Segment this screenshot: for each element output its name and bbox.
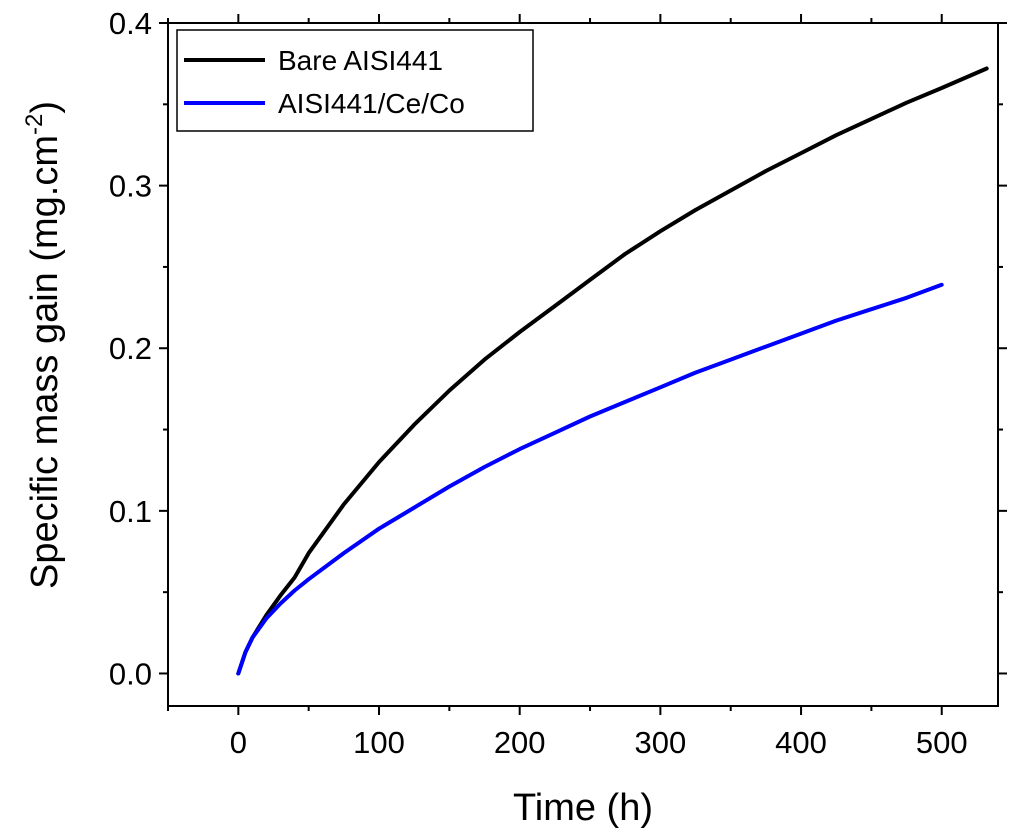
series-line-0 [236,66,989,676]
x-tick-label: 100 [353,725,405,760]
x-tick-label: 0 [230,725,247,760]
legend-box [176,29,534,132]
axis-ticks: 0 100 200 300 400 500 0.0 0.1 0.2 0.3 0.4 [109,6,1007,760]
plot-frame [167,22,999,707]
y-tick-label: 0.2 [109,331,152,366]
y-tick-label: 0.4 [109,6,152,41]
x-tick-label: 400 [775,725,827,760]
y-axis-title-close: ) [24,101,66,114]
y-axis-title: Specific mass gain (mg.cm-2) [21,101,66,589]
y-tick-label: 0.1 [109,494,152,529]
y-tick-label: 0.0 [109,656,152,691]
series-lines [236,66,989,676]
x-axis-title: Time (h) [513,787,653,829]
x-tick-label: 300 [635,725,687,760]
series-line-1 [236,282,944,676]
legend-label-aisi441-ce-co: AISI441/Ce/Co [278,88,465,119]
y-axis-title-sup: -2 [21,114,48,135]
y-tick-label: 0.3 [109,169,152,204]
legend-label-bare-aisi441: Bare AISI441 [278,45,443,76]
y-axis-title-main: Specific mass gain (mg.cm [24,135,66,589]
x-tick-label: 200 [494,725,546,760]
x-tick-label: 500 [916,725,968,760]
legend: Bare AISI441 AISI441/Ce/Co [176,29,534,132]
